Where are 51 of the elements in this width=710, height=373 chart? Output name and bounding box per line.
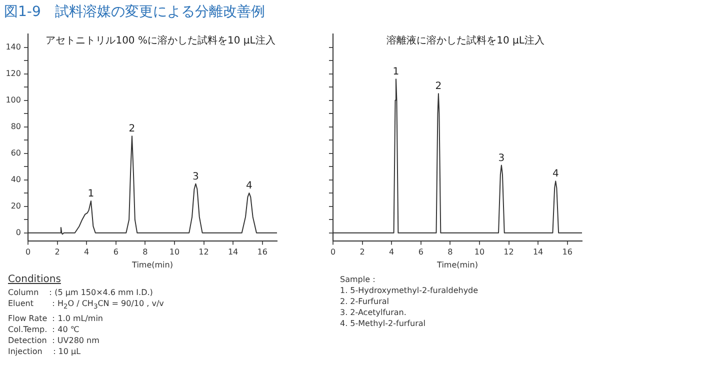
annotation: 1	[392, 66, 400, 78]
y-tick-label: 60	[10, 148, 21, 158]
x-tick-label: 16	[257, 248, 268, 257]
x-tick-label: 16	[562, 248, 572, 257]
annotation: 1	[88, 188, 94, 200]
x-tick-label: 8	[142, 248, 148, 257]
annotation: 3	[192, 171, 199, 182]
text: Column ：(5 μm 150×4.6 mm I.D.)	[8, 287, 154, 298]
x-axis-title: Time(min)	[436, 260, 478, 270]
annotation: 4	[246, 180, 252, 192]
x-tick-label: 0	[330, 248, 336, 257]
text: Eluent ：H$_{2}$O / CH$_{3}$CN = 90/10 , v/v	[8, 298, 165, 313]
x-tick-label: 6	[113, 248, 118, 257]
x-tick-label: 12	[198, 248, 209, 257]
y-tick-label: 140	[6, 42, 21, 52]
text: 1. 5-Hydroxymethyl-2-furaldehyde	[340, 285, 480, 296]
x-tick-label: 8	[448, 248, 453, 257]
chart-title: 図1-9 試料溶媒の変更による分離改善例	[4, 3, 265, 21]
x-tick-label: 4	[389, 248, 394, 257]
y-tick-label: 20	[10, 201, 21, 210]
x-tick-label: 14	[532, 248, 544, 257]
annotation: 2	[128, 124, 136, 135]
text: 4. 5-Methyl-2-furfural	[340, 318, 426, 329]
x-tick-label: 2	[54, 248, 60, 257]
x-tick-label: 14	[228, 248, 238, 257]
x-tick-label: 0	[25, 248, 31, 257]
text: Flow Rate ：1.0 mL/min	[8, 312, 104, 324]
x-tick-label: 12	[504, 248, 514, 257]
y-tick-label: 100	[6, 95, 21, 104]
y-tick-label: 0	[16, 228, 21, 237]
x-tick-label: 6	[418, 248, 424, 257]
x-axis-title: Time(min)	[131, 260, 173, 270]
x-tick-label: 2	[360, 248, 365, 257]
text: 3. 2-Acetylfuran.	[340, 307, 408, 318]
text: 2. 2-Furfural	[340, 296, 390, 307]
text: Sample：	[340, 274, 379, 285]
text: Col.Temp. ：40 ℃	[8, 324, 80, 335]
chart-title: 溶離液に溶かした試料を10 μL注入	[386, 34, 544, 47]
annotation: 2	[435, 81, 442, 92]
x-tick-label: 4	[84, 248, 90, 257]
text: Detection ：UV280 nm	[8, 334, 100, 346]
text: Injection ：10 μL	[8, 346, 82, 357]
chart-subtitle: アセトニトリル100 %に溶かした試料を10 μL注入	[46, 34, 276, 47]
x-tick-label: 10	[169, 248, 180, 257]
annotation: 4	[552, 168, 559, 180]
text: Conditions	[8, 274, 62, 285]
annotation: 3	[498, 152, 505, 164]
y-tick-label: 120	[6, 68, 21, 78]
y-tick-label: 40	[10, 174, 21, 184]
x-tick-label: 10	[474, 248, 485, 257]
y-tick-label: 80	[10, 122, 21, 131]
